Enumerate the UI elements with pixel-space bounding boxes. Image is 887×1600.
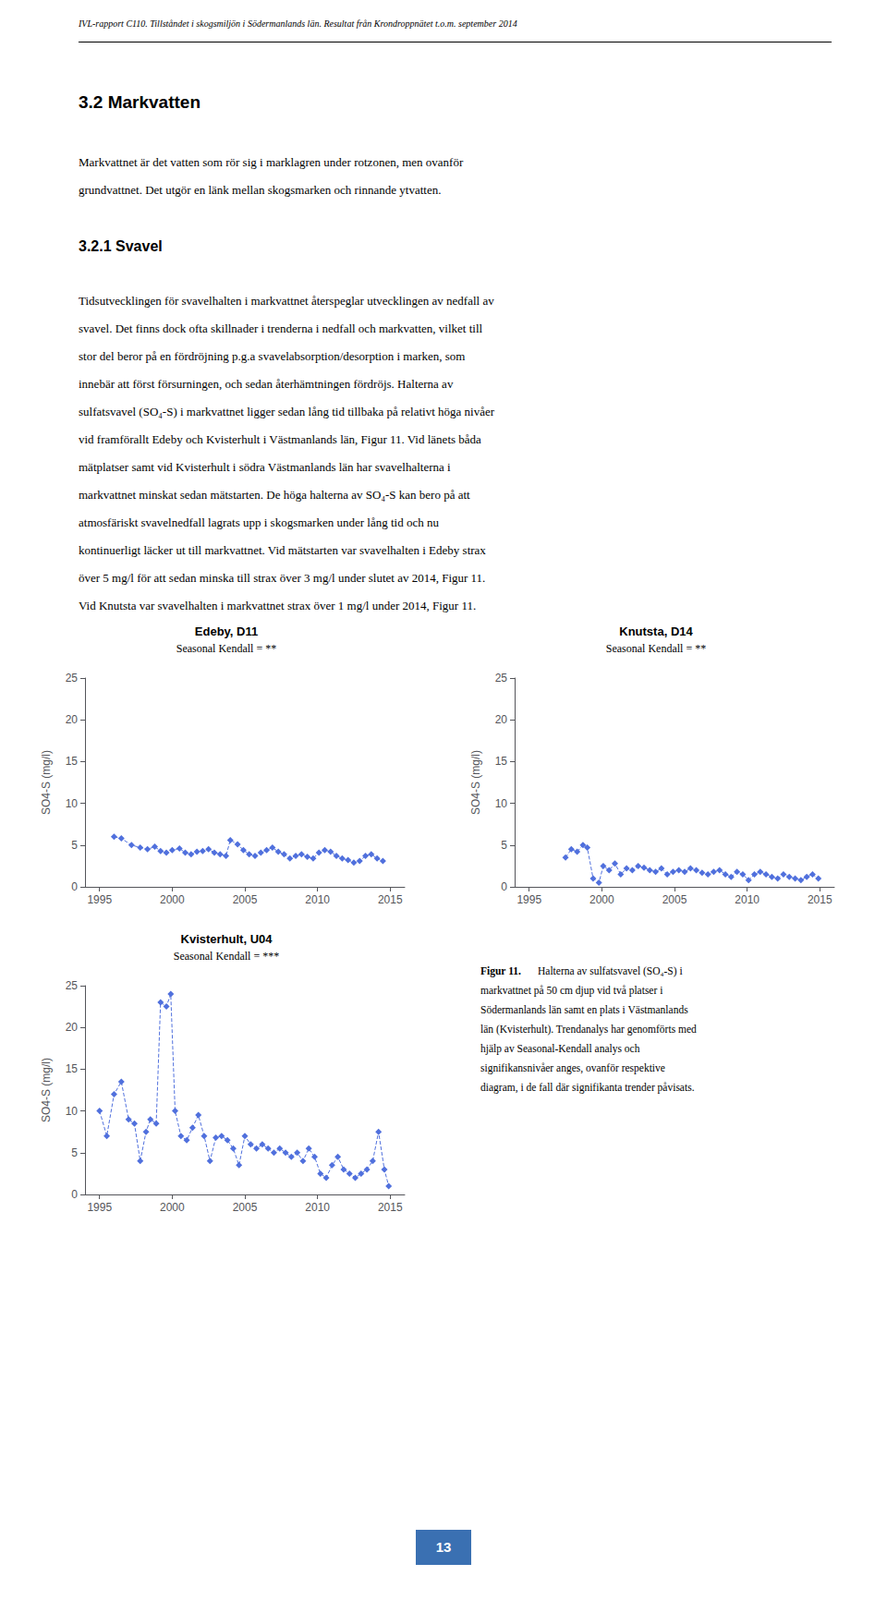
svg-text:15: 15 [65, 1062, 79, 1076]
html-text:stor del beror på en fördröjni: stor del beror på en fördröjning p.g.a s… [78, 349, 466, 364]
svg-text:1995: 1995 [516, 893, 542, 907]
html-text:innebär att först försurningen: innebär att först försurningen, och seda… [78, 376, 454, 391]
html-text:Markvattnet är det vatten som: Markvattnet är det vatten som rör sig i … [78, 155, 464, 170]
html-text:över 5 mg/l för att sedan mins: över 5 mg/l för att sedan minska till st… [78, 571, 486, 585]
svg-text:2010: 2010 [734, 893, 760, 907]
svg-text:25: 25 [65, 671, 79, 685]
html-text:markvattnet på 50 cm djup vid: markvattnet på 50 cm djup vid två platse… [480, 984, 663, 997]
svg-text:2005: 2005 [662, 893, 688, 907]
html-text:Figur 11.: Figur 11. [480, 965, 522, 977]
svg-text:Seasonal Kendall = **: Seasonal Kendall = ** [176, 642, 277, 656]
html-text:Halterna av sulfatsvavel (SO₄-: Halterna av sulfatsvavel (SO₄-S) i [537, 965, 683, 977]
html-text:Tidsutvecklingen för svavelhal: Tidsutvecklingen för svavelhalten i mark… [78, 293, 495, 308]
svg-text:20: 20 [65, 1020, 79, 1034]
svg-text:15: 15 [495, 754, 509, 768]
html-text:sulfatsvavel (SO₄-S) i markvat: sulfatsvavel (SO₄-S) i markvattnet ligge… [78, 404, 495, 419]
svg-text:2005: 2005 [232, 1201, 258, 1215]
svg-text:SO4-S (mg/l): SO4-S (mg/l) [39, 1057, 53, 1123]
html-text:Vid Knutsta var svavelhalten i: Vid Knutsta var svavelhalten i markvattn… [78, 598, 477, 613]
svg-text:5: 5 [71, 1146, 78, 1160]
svg-text:2015: 2015 [377, 893, 403, 907]
svg-text:0: 0 [71, 880, 78, 894]
html-text:kontinuerligt läcker ut till m: kontinuerligt läcker ut till markvattnet… [78, 543, 486, 558]
html-text:hjälp av Seasonal-Kendall anal: hjälp av Seasonal-Kendall analys och [480, 1043, 640, 1055]
svg-text:1995: 1995 [86, 1201, 112, 1215]
svg-text:1995: 1995 [86, 893, 112, 907]
svg-text:2000: 2000 [589, 893, 615, 907]
svg-text:Seasonal Kendall = ***: Seasonal Kendall = *** [173, 949, 280, 963]
svg-text:SO4-S (mg/l): SO4-S (mg/l) [469, 750, 483, 815]
svg-text:2015: 2015 [377, 1201, 403, 1215]
svg-text:2010: 2010 [304, 893, 330, 907]
svg-text:20: 20 [65, 713, 79, 727]
svg-text:0: 0 [71, 1188, 78, 1202]
svg-text:2000: 2000 [159, 893, 185, 907]
svg-text:25: 25 [495, 671, 509, 685]
svg-text:SO4-S (mg/l): SO4-S (mg/l) [39, 750, 53, 815]
html-text:vid framförallt Edeby och Kvis: vid framförallt Edeby och Kvisterhult i … [78, 432, 482, 447]
svg-text:25: 25 [65, 979, 79, 993]
svg-text:2000: 2000 [159, 1201, 185, 1215]
svg-text:10: 10 [65, 797, 79, 811]
svg-text:Seasonal Kendall = **: Seasonal Kendall = ** [606, 642, 706, 656]
svg-text:Edeby, D11: Edeby, D11 [194, 624, 258, 639]
html-text:grundvattnet. Det utgör en län: grundvattnet. Det utgör en länk mellan s… [78, 182, 442, 197]
html-text:svavel. Det finns dock ofta sk: svavel. Det finns dock ofta skillnader i… [78, 321, 483, 336]
svg-text:Kvisterhult, U04: Kvisterhult, U04 [181, 932, 274, 947]
svg-text:5: 5 [500, 838, 508, 852]
svg-text:2005: 2005 [232, 893, 258, 907]
svg-text:10: 10 [495, 797, 509, 811]
svg-text:0: 0 [500, 880, 508, 894]
html-text:Södermanlands län samt en plat: Södermanlands län samt en plats i Västma… [480, 1004, 688, 1016]
html-text:markvattnet minskat sedan mäts: markvattnet minskat sedan mätstarten. De… [78, 487, 471, 502]
html-text:mätplatser samt vid Kvisterhul: mätplatser samt vid Kvisterhult i södra … [78, 460, 451, 474]
svg-text:2010: 2010 [304, 1201, 330, 1215]
html-text:atmosfäriskt svavelnedfall lag: atmosfäriskt svavelnedfall lagrats upp i… [78, 515, 439, 530]
svg-text:20: 20 [495, 713, 509, 727]
svg-text:15: 15 [65, 754, 79, 768]
html-text:3.2.1 Svavel: 3.2.1 Svavel [78, 238, 163, 255]
html-text:län (Kvisterhult). Trendanalys: län (Kvisterhult). Trendanalys har genom… [480, 1023, 697, 1035]
svg-text:Knutsta, D14: Knutsta, D14 [619, 624, 693, 639]
html-text:3.2 Markvatten: 3.2 Markvatten [78, 92, 201, 112]
svg-text:5: 5 [71, 838, 78, 852]
html-text:signifikansnivåer anges, ovanf: signifikansnivåer anges, ovanför respekt… [480, 1062, 666, 1074]
html-text:IVL-rapport C110. Tillståndet: IVL-rapport C110. Tillståndet i skogsmil… [78, 18, 518, 29]
html-text:diagram, i de fall där signifi: diagram, i de fall där signifikanta tren… [480, 1081, 695, 1094]
html-text:13: 13 [435, 1539, 452, 1556]
svg-text:2015: 2015 [807, 893, 833, 907]
svg-text:10: 10 [65, 1105, 79, 1118]
